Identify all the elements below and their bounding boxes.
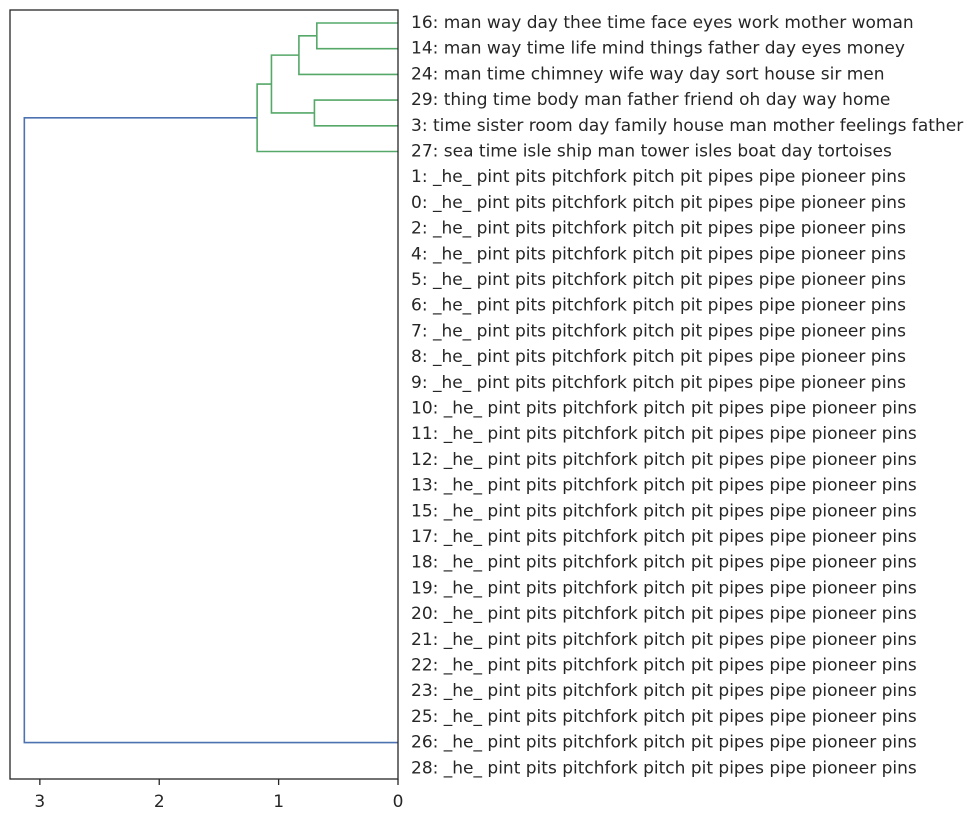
x-tick-label-0: 0 <box>393 792 404 812</box>
dendrogram-link-5 <box>256 83 398 153</box>
leaf-label-10: 10: _he_ pint pits pitchfork pitch pit p… <box>411 399 917 419</box>
x-tick-label-3: 3 <box>34 792 45 812</box>
leaf-label-23: 23: _he_ pint pits pitchfork pitch pit p… <box>411 681 917 701</box>
leaf-label-29: 29: thing time body man father friend oh… <box>411 90 890 110</box>
leaf-label-8: 8: _he_ pint pits pitchfork pitch pit pi… <box>411 347 906 367</box>
leaf-label-18: 18: _he_ pint pits pitchfork pitch pit p… <box>411 553 917 573</box>
leaf-label-17: 17: _he_ pint pits pitchfork pitch pit p… <box>411 527 917 547</box>
leaf-label-9: 9: _he_ pint pits pitchfork pitch pit pi… <box>411 373 906 393</box>
leaf-label-7: 7: _he_ pint pits pitchfork pitch pit pi… <box>411 321 906 341</box>
leaf-label-1: 1: _he_ pint pits pitchfork pitch pit pi… <box>411 167 906 187</box>
leaf-label-22: 22: _he_ pint pits pitchfork pitch pit p… <box>411 656 917 676</box>
leaf-label-2: 2: _he_ pint pits pitchfork pitch pit pi… <box>411 219 906 239</box>
x-tick-label-1: 1 <box>273 792 284 812</box>
leaf-label-25: 25: _he_ pint pits pitchfork pitch pit p… <box>411 707 917 727</box>
leaf-label-20: 20: _he_ pint pits pitchfork pitch pit p… <box>411 604 917 624</box>
dendrogram-link-1 <box>316 22 398 50</box>
dendrogram-links <box>23 22 398 744</box>
dendrogram-link-4 <box>270 54 315 114</box>
dendrogram-link-3 <box>313 99 398 127</box>
plot-area-frame <box>9 9 399 780</box>
leaf-label-5: 5: _he_ pint pits pitchfork pitch pit pi… <box>411 270 906 290</box>
x-tick-label-2: 2 <box>154 792 165 812</box>
leaf-label-21: 21: _he_ pint pits pitchfork pitch pit p… <box>411 630 917 650</box>
leaf-label-19: 19: _he_ pint pits pitchfork pitch pit p… <box>411 578 917 598</box>
x-axis: 3 2 1 0 <box>34 779 403 812</box>
leaf-label-28: 28: _he_ pint pits pitchfork pitch pit p… <box>411 758 917 778</box>
leaf-label-12: 12: _he_ pint pits pitchfork pitch pit p… <box>411 450 917 470</box>
leaf-labels: 16: man way day thee time face eyes work… <box>411 13 963 778</box>
leaf-label-4: 4: _he_ pint pits pitchfork pitch pit pi… <box>411 244 906 264</box>
leaf-label-16: 16: man way day thee time face eyes work… <box>411 13 914 33</box>
leaf-label-3: 3: time sister room day family house man… <box>411 116 963 136</box>
leaf-label-15: 15: _he_ pint pits pitchfork pitch pit p… <box>411 501 917 521</box>
leaf-label-6: 6: _he_ pint pits pitchfork pitch pit pi… <box>411 296 906 316</box>
dendrogram-link-6 <box>23 116 398 744</box>
leaf-label-0: 0: _he_ pint pits pitchfork pitch pit pi… <box>411 193 906 213</box>
leaf-label-26: 26: _he_ pint pits pitchfork pitch pit p… <box>411 733 917 753</box>
leaf-label-27: 27: sea time isle ship man tower isles b… <box>411 142 892 162</box>
leaf-label-14: 14: man way time life mind things father… <box>411 39 905 59</box>
dendrogram-link-2 <box>298 35 398 76</box>
leaf-label-24: 24: man time chimney wife way day sort h… <box>411 64 885 84</box>
leaf-label-11: 11: _he_ pint pits pitchfork pitch pit p… <box>411 424 917 444</box>
leaf-label-13: 13: _he_ pint pits pitchfork pitch pit p… <box>411 476 917 496</box>
